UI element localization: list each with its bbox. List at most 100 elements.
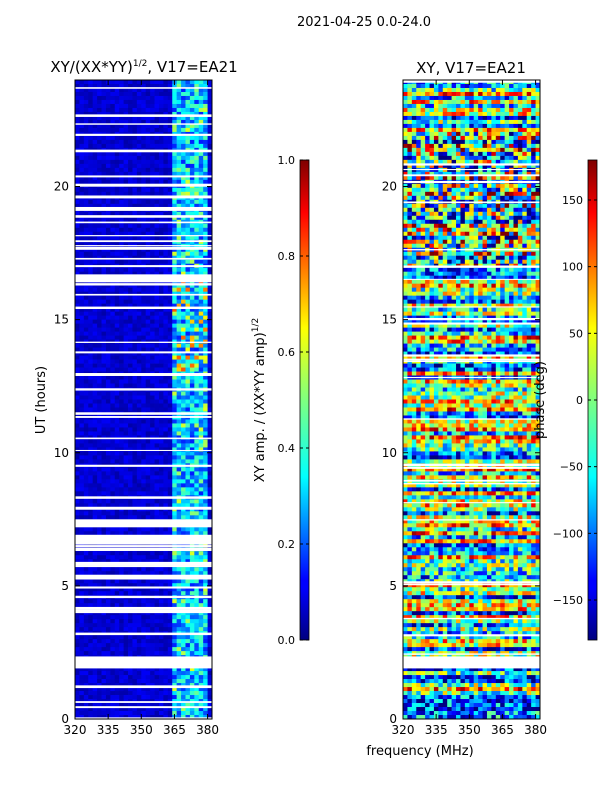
heatmap-cell <box>119 427 125 432</box>
heatmap-cell <box>203 551 208 556</box>
heatmap-cell <box>198 567 204 572</box>
heatmap-cell <box>150 323 155 329</box>
heatmap-cell <box>79 531 85 536</box>
heatmap-cell <box>207 447 213 452</box>
heatmap-cell <box>97 583 102 588</box>
heatmap-cell <box>185 383 191 388</box>
heatmap-cell <box>114 299 120 305</box>
heatmap-cell <box>158 259 164 265</box>
heatmap-cell <box>181 447 186 452</box>
heatmap-cell <box>172 375 178 380</box>
heatmap-cell <box>198 511 204 516</box>
heatmap-cell <box>207 231 213 237</box>
heatmap-cell <box>123 599 129 604</box>
heatmap-cell <box>154 311 160 317</box>
heatmap-cell <box>181 707 186 712</box>
heatmap-cell <box>172 651 178 656</box>
heatmap-cell <box>141 587 147 592</box>
heatmap-cell <box>114 119 120 125</box>
heatmap-cell <box>123 80 129 85</box>
heatmap-cell <box>194 587 200 592</box>
heatmap-cell <box>119 283 125 289</box>
heatmap-cell <box>207 107 213 113</box>
heatmap-cell <box>181 643 186 648</box>
heatmap-cell <box>194 439 200 444</box>
heatmap-cell <box>203 407 208 412</box>
heatmap-cell <box>145 707 151 712</box>
heatmap-cell <box>167 103 173 109</box>
heatmap-cell <box>101 307 107 313</box>
heatmap-cell <box>101 687 107 692</box>
heatmap-cell <box>176 419 182 424</box>
heatmap-cell <box>110 619 116 624</box>
heatmap-cell <box>194 323 200 329</box>
heatmap-cell <box>136 103 142 109</box>
heatmap-cell <box>105 355 111 360</box>
heatmap-cell <box>194 651 200 656</box>
heatmap-cell <box>119 419 125 424</box>
heatmap-cell <box>92 475 98 480</box>
heatmap-cell <box>167 407 173 412</box>
heatmap-cell <box>207 459 213 464</box>
heatmap-cell <box>181 395 186 400</box>
heatmap-cell <box>145 355 151 360</box>
heatmap-cell <box>79 511 85 516</box>
heatmap-cell <box>105 335 111 340</box>
heatmap-cell <box>176 619 182 624</box>
heatmap-cell <box>163 255 169 261</box>
heatmap-cell <box>158 91 164 97</box>
heatmap-cell <box>172 355 178 360</box>
heatmap-cell <box>198 363 204 368</box>
heatmap-cell <box>88 80 94 85</box>
heatmap-cell <box>163 163 169 169</box>
heatmap-cell <box>92 87 98 93</box>
heatmap-cell <box>75 643 80 648</box>
heatmap-cell <box>181 191 186 197</box>
heatmap-cell <box>79 107 85 113</box>
heatmap-cell <box>194 135 200 141</box>
heatmap-cell <box>198 335 204 340</box>
heatmap-cell <box>194 503 200 508</box>
heatmap-cell <box>83 531 89 536</box>
heatmap-cell <box>110 515 116 520</box>
heatmap-cell <box>92 287 98 293</box>
heatmap-cell <box>167 203 173 209</box>
heatmap-cell <box>181 503 186 508</box>
heatmap-cell <box>123 651 129 656</box>
heatmap-cell <box>92 423 98 428</box>
heatmap-cell <box>110 555 116 560</box>
heatmap-cell <box>88 431 94 436</box>
heatmap-cell <box>101 571 107 576</box>
heatmap-cell <box>141 687 147 692</box>
heatmap-cell <box>203 383 208 388</box>
heatmap-cell <box>189 227 195 233</box>
heatmap-cell <box>92 691 98 696</box>
heatmap-cell <box>83 551 89 556</box>
heatmap-cell <box>150 467 155 472</box>
heatmap-cell <box>194 95 200 101</box>
heatmap-cell <box>119 335 125 340</box>
heatmap-cell <box>194 259 200 265</box>
heatmap-cell <box>97 291 102 297</box>
heatmap-cell <box>75 451 80 456</box>
heatmap-cell <box>207 331 213 336</box>
heatmap-cell <box>198 95 204 101</box>
heatmap-cell <box>145 307 151 313</box>
heatmap-cell <box>181 291 186 297</box>
heatmap-cell <box>119 211 125 217</box>
flagged-row <box>75 412 212 415</box>
heatmap-cell <box>92 80 98 85</box>
heatmap-cell <box>136 311 142 317</box>
heatmap-cell <box>119 175 125 181</box>
heatmap-cell <box>92 583 98 588</box>
heatmap-cell <box>158 423 164 428</box>
heatmap-cell <box>128 475 133 480</box>
heatmap-cell <box>154 439 160 444</box>
heatmap-cell <box>114 83 120 89</box>
heatmap-cell <box>75 691 80 696</box>
heatmap-cell <box>110 611 116 616</box>
heatmap-cell <box>101 647 107 652</box>
heatmap-cell <box>123 335 129 340</box>
heatmap-cell <box>154 335 160 340</box>
heatmap-cell <box>136 211 142 217</box>
